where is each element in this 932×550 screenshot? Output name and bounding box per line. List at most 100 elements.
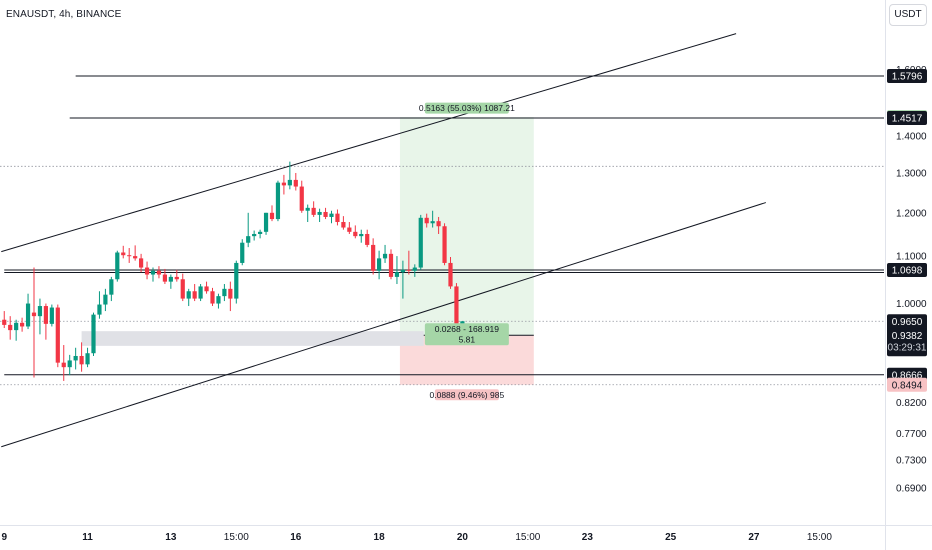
candle-body — [133, 256, 138, 259]
price-tag-bg — [887, 69, 927, 84]
candle — [234, 260, 239, 304]
candle-body — [210, 291, 215, 304]
price-tick-label: 1.4000 — [896, 132, 927, 143]
candle-body — [192, 291, 197, 299]
currency-button[interactable]: USDT — [889, 4, 927, 26]
candle — [335, 209, 340, 226]
trendline — [1, 33, 737, 253]
candle — [103, 288, 108, 312]
candle-body — [85, 353, 90, 365]
candle — [371, 238, 376, 275]
candle — [180, 273, 185, 302]
candle-body — [388, 253, 394, 277]
price-tick-label: 1.2000 — [896, 208, 927, 219]
candle-body — [49, 307, 54, 324]
candle — [156, 266, 162, 279]
candle — [246, 212, 251, 248]
candle-body — [204, 286, 209, 292]
entry-label-text: 5.81 — [459, 334, 476, 344]
candle — [377, 250, 382, 280]
time-tick-label: 20 — [457, 532, 469, 543]
candle — [198, 284, 203, 302]
candle-body — [8, 324, 13, 331]
candle — [430, 210, 435, 228]
candle — [382, 244, 388, 263]
candle-body — [359, 233, 364, 237]
candle-body — [448, 262, 453, 287]
candle-body — [144, 267, 150, 275]
candle-body — [97, 304, 102, 315]
candle — [37, 298, 43, 335]
target-label: 0.5163 (55.03%) 1087.21 — [419, 102, 515, 114]
candle-body — [263, 212, 269, 232]
candle-body — [103, 294, 108, 305]
candle-body — [406, 269, 411, 271]
price-tag-countdown: 03:29:31 — [888, 342, 927, 353]
price-tag: 1.5796 — [887, 69, 927, 84]
candle — [317, 208, 322, 223]
candle-body — [168, 276, 173, 282]
candle-body — [442, 226, 447, 263]
candle-body — [299, 186, 304, 211]
candle — [341, 216, 346, 230]
candle — [144, 261, 150, 280]
candle — [204, 281, 209, 294]
price-tag-value: 1.4517 — [892, 114, 923, 125]
candle-body — [341, 222, 346, 228]
candle-body — [258, 231, 263, 234]
candle — [31, 267, 37, 378]
price-tag: 1.4517 — [887, 111, 927, 126]
candle-body — [371, 244, 376, 271]
candle — [150, 267, 156, 282]
candle-body — [31, 312, 37, 317]
candle — [353, 225, 358, 239]
candle — [228, 281, 233, 312]
candle — [436, 216, 441, 234]
price-tick-label: 0.7700 — [896, 429, 927, 440]
candle — [139, 253, 144, 273]
candle-body — [150, 270, 156, 275]
stop-label: 0.0888 (9.46%) 985 — [430, 389, 504, 401]
candle-body — [198, 286, 203, 299]
candle — [85, 347, 90, 368]
candle — [323, 207, 328, 220]
candle-body — [186, 291, 191, 299]
candle-body — [37, 306, 43, 317]
candle — [168, 274, 173, 289]
candle — [394, 256, 400, 285]
candle-body — [377, 258, 382, 271]
candle-body — [400, 269, 405, 273]
price-tick-label: 0.8200 — [896, 398, 927, 409]
price-tag: 1.0698 — [887, 262, 927, 277]
price-tag-bg — [887, 377, 927, 392]
candle — [424, 213, 429, 228]
candle — [454, 283, 459, 327]
candle — [329, 210, 334, 224]
candle — [275, 180, 281, 222]
candle — [192, 284, 197, 302]
candle-body — [180, 279, 185, 299]
candle — [388, 249, 394, 280]
candle — [240, 239, 245, 266]
candle — [115, 250, 120, 282]
candle — [174, 269, 179, 282]
candle-body — [174, 276, 179, 280]
entry-label-text: 0.0268 - 168.919 — [435, 324, 500, 334]
candle-body — [222, 288, 227, 297]
time-tick-label: 9 — [1, 532, 7, 543]
price-tick-label: 1.3000 — [896, 168, 927, 179]
plot-area: 0.5163 (55.03%) 1087.21 0.0268 - 168.9195… — [0, 33, 884, 448]
entry-label-bg — [424, 323, 509, 346]
time-tick-label: 13 — [165, 532, 177, 543]
price-tag-value: 0.9382 — [892, 331, 923, 342]
candle-body — [311, 207, 316, 215]
candle-body — [61, 362, 66, 368]
trendline — [1, 202, 767, 448]
candle-body — [216, 296, 221, 304]
candle — [406, 250, 411, 275]
candle-body — [55, 307, 60, 363]
price-tag: 0.9382 — [887, 328, 927, 343]
candle-body — [454, 286, 459, 324]
candle-body — [79, 355, 84, 365]
